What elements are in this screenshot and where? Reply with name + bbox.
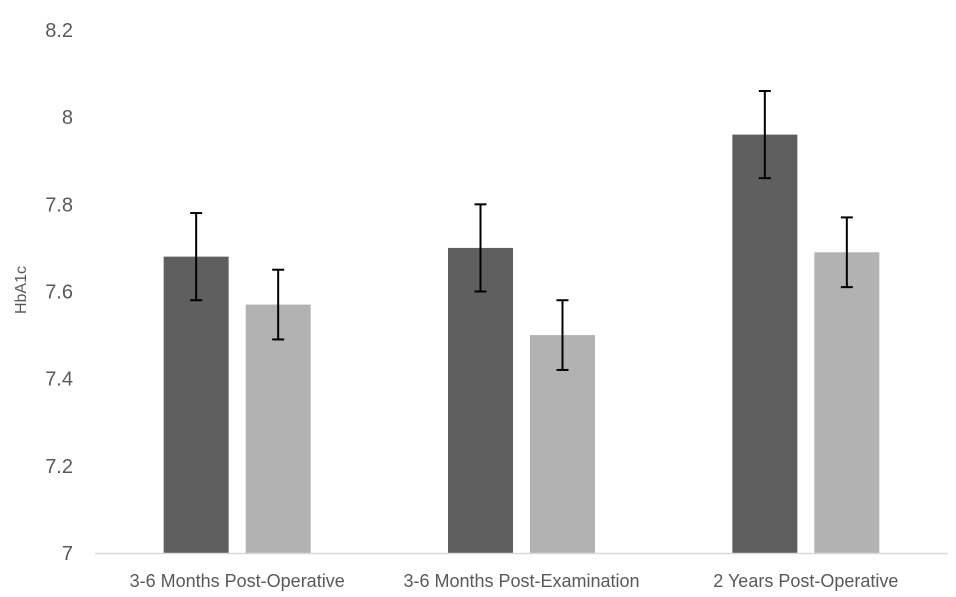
y-axis-ticks: 7 7.2 7.4 7.6 7.8 8 8.2 <box>45 20 73 565</box>
error-bars-group <box>190 90 853 371</box>
x-axis-category-labels: 3-6 Months Post-Operative 3-6 Months Post… <box>130 571 899 591</box>
y-tick-label: 7.8 <box>45 194 73 216</box>
bar-series-2-3 <box>814 252 880 553</box>
y-tick-label: 8 <box>62 107 73 129</box>
x-category-label: 3-6 Months Post-Operative <box>130 571 345 591</box>
bar-series-1-2 <box>448 247 513 553</box>
x-category-label: 2 Years Post-Operative <box>713 571 898 591</box>
bar-series-1-1 <box>163 256 229 553</box>
y-tick-label: 7 <box>62 543 73 565</box>
y-tick-label: 8.2 <box>45 20 73 42</box>
error-bar-series-2-2 <box>556 299 569 371</box>
y-axis-title: HbA1c <box>13 266 30 314</box>
x-category-label: 3-6 Months Post-Examination <box>403 571 639 591</box>
error-bar-series-1-1 <box>190 212 203 302</box>
error-bar-series-1-3 <box>758 90 771 180</box>
y-tick-label: 7.4 <box>45 369 73 391</box>
error-bar-series-2-3 <box>840 216 853 289</box>
y-tick-label: 7.6 <box>45 282 73 304</box>
error-bar-series-2-1 <box>272 268 285 341</box>
bar-series-1-3 <box>732 134 798 553</box>
bars-group <box>163 134 880 553</box>
error-bar-series-1-2 <box>474 203 487 293</box>
bar-series-2-2 <box>530 335 595 553</box>
bar-series-2-1 <box>245 304 311 553</box>
y-tick-label: 7.2 <box>45 456 73 478</box>
